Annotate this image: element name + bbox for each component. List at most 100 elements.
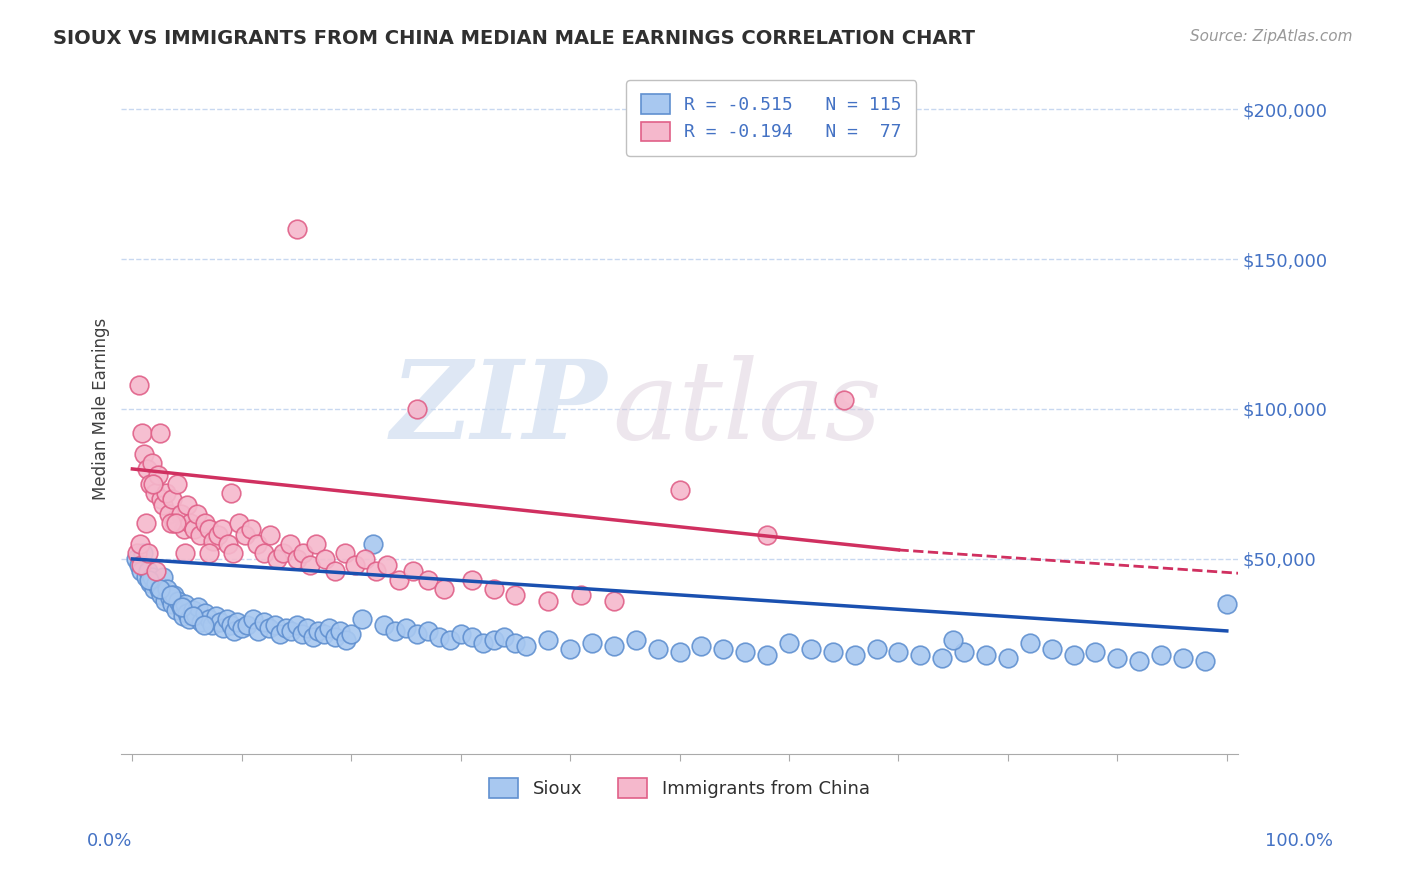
Point (778, 636, 800, 650)
Point (159, 516, 181, 530)
Point (181, 608, 204, 623)
Point (1216, 597, 1239, 611)
Point (1084, 645, 1107, 659)
Point (194, 606, 217, 620)
Point (302, 630, 325, 644)
Point (142, 477, 165, 491)
Point (253, 546, 276, 560)
Point (181, 603, 204, 617)
Point (259, 528, 281, 542)
Point (1128, 654, 1150, 668)
Point (157, 507, 180, 521)
Point (186, 507, 208, 521)
Point (152, 498, 174, 512)
Point (395, 621, 418, 635)
Point (152, 570, 174, 584)
Point (172, 608, 194, 623)
Point (361, 537, 384, 551)
Point (165, 603, 187, 617)
Point (135, 462, 157, 476)
Point (603, 639, 626, 653)
Point (756, 648, 779, 662)
Point (246, 537, 269, 551)
Point (844, 648, 866, 662)
Point (942, 632, 965, 647)
Point (149, 491, 172, 506)
Point (711, 641, 734, 656)
Point (228, 516, 250, 530)
Point (865, 641, 887, 656)
Point (312, 627, 335, 641)
Point (134, 570, 156, 584)
Point (323, 564, 346, 578)
Point (323, 630, 346, 644)
Point (215, 612, 238, 626)
Point (211, 522, 233, 536)
Point (217, 537, 239, 551)
Point (145, 564, 167, 578)
Point (821, 645, 844, 659)
Point (193, 618, 215, 632)
Point (176, 498, 198, 512)
Point (131, 425, 153, 440)
Point (285, 552, 308, 566)
Point (1107, 651, 1129, 665)
Point (129, 537, 152, 551)
Point (149, 582, 172, 596)
Point (285, 222, 308, 236)
Point (139, 477, 162, 491)
Point (569, 588, 592, 602)
Point (141, 456, 163, 470)
Point (406, 627, 429, 641)
Point (343, 558, 366, 572)
Point (143, 582, 166, 596)
Point (188, 528, 211, 542)
Point (388, 573, 411, 587)
Point (134, 447, 156, 461)
Point (433, 582, 456, 596)
Point (505, 636, 527, 650)
Point (183, 522, 205, 536)
Point (219, 486, 242, 500)
Point (1018, 636, 1040, 650)
Point (1194, 654, 1216, 668)
Point (163, 588, 186, 602)
Point (231, 621, 253, 635)
Point (155, 486, 177, 500)
Point (427, 630, 450, 644)
Point (129, 558, 152, 572)
Point (953, 645, 976, 659)
Point (145, 486, 167, 500)
Point (145, 576, 167, 591)
Point (439, 632, 461, 647)
Point (159, 591, 181, 605)
Point (482, 632, 505, 647)
Point (668, 483, 690, 497)
Point (194, 516, 217, 530)
Point (136, 564, 159, 578)
Point (198, 546, 221, 560)
Point (318, 621, 340, 635)
Point (624, 632, 647, 647)
Point (354, 552, 377, 566)
Point (285, 618, 308, 632)
Point (266, 552, 288, 566)
Text: SIOUX VS IMMIGRANTS FROM CHINA MEDIAN MALE EARNINGS CORRELATION CHART: SIOUX VS IMMIGRANTS FROM CHINA MEDIAN MA… (53, 29, 976, 47)
Point (274, 621, 297, 635)
Point (212, 621, 235, 635)
Point (155, 594, 177, 608)
Point (314, 552, 336, 566)
Point (239, 522, 262, 536)
Point (832, 392, 855, 407)
Point (537, 594, 560, 608)
Point (263, 618, 285, 632)
Point (800, 641, 823, 656)
Point (204, 608, 226, 623)
Point (307, 624, 329, 638)
Legend: Sioux, Immigrants from China: Sioux, Immigrants from China (477, 765, 883, 811)
Point (184, 608, 207, 623)
Point (298, 558, 321, 572)
Point (560, 641, 582, 656)
Point (401, 564, 423, 578)
Point (166, 477, 188, 491)
